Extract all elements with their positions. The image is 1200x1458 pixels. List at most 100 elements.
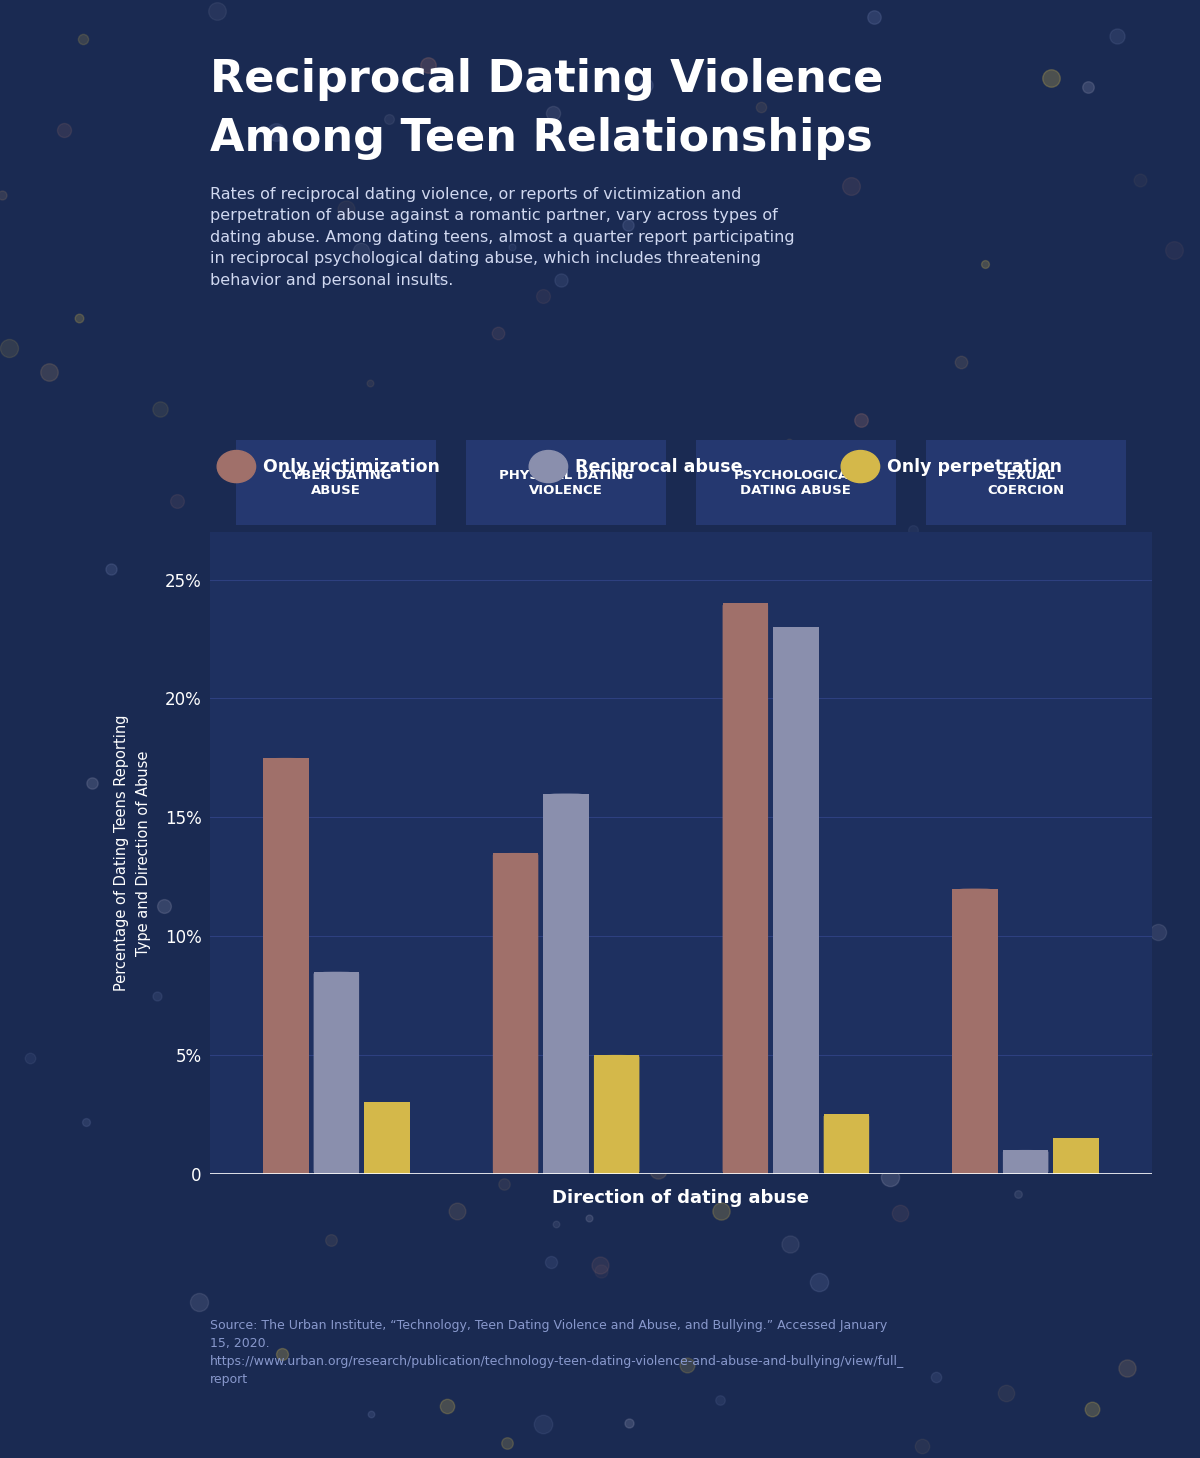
Y-axis label: Percentage of Dating Teens Reporting
Type and Direction of Abuse: Percentage of Dating Teens Reporting Typ… [114,714,151,991]
FancyBboxPatch shape [953,888,998,1174]
Point [528,1107,547,1130]
Text: PSYCHOLOGICAL
DATING ABUSE: PSYCHOLOGICAL DATING ABUSE [734,468,858,497]
Point [678,1353,697,1376]
Point [1130,168,1150,191]
Point [826,1050,845,1073]
FancyBboxPatch shape [823,1114,869,1174]
Point [488,908,508,932]
Point [502,235,521,258]
Point [379,106,398,130]
FancyBboxPatch shape [594,1056,640,1174]
Point [562,1026,581,1050]
Point [1108,25,1127,48]
Bar [773,627,818,1174]
Point [516,658,535,681]
Point [206,0,226,22]
Point [437,1394,456,1417]
Point [851,408,870,432]
Point [486,586,505,609]
FancyBboxPatch shape [263,758,308,1174]
Point [361,372,380,395]
Point [77,1111,96,1134]
Text: Only victimization: Only victimization [263,458,439,475]
Point [858,560,877,583]
Point [947,467,966,490]
Point [913,1435,932,1458]
Point [1000,666,1019,690]
Point [419,54,438,77]
Point [494,1172,514,1196]
Point [488,322,508,346]
Point [781,1232,800,1255]
Point [534,1413,553,1436]
Point [712,1200,731,1223]
Point [504,580,523,604]
Point [403,1146,422,1169]
Point [20,1047,40,1070]
Point [361,1403,380,1426]
Point [266,121,286,144]
Point [779,430,798,453]
Point [1117,1356,1136,1379]
Point [430,268,449,292]
Point [552,268,571,292]
Point [710,1388,730,1411]
Point [350,239,370,262]
Point [101,557,120,580]
Point [926,1366,946,1389]
Point [155,895,174,919]
Point [904,518,923,541]
Text: Direction of dating abuse: Direction of dating abuse [552,1190,810,1207]
Point [751,95,770,118]
Bar [313,971,359,1174]
Point [950,350,970,373]
Point [434,824,454,847]
Text: Rates of reciprocal dating violence, or reports of victimization and
perpetratio: Rates of reciprocal dating violence, or … [210,187,794,289]
Point [148,984,167,1007]
Text: Among Teen Relationships: Among Teen Relationships [210,117,872,159]
Point [924,888,943,911]
Point [841,174,860,197]
Bar [823,1114,869,1174]
Point [1081,802,1100,825]
Point [1008,1182,1027,1206]
FancyBboxPatch shape [313,971,359,1174]
Text: Only perpetration: Only perpetration [887,458,1062,475]
Point [448,1198,467,1222]
Point [150,398,169,421]
Point [636,73,655,96]
Point [190,1290,209,1314]
Point [580,1206,599,1229]
Point [367,919,386,942]
Text: PHYSICAL DATING
VIOLENCE: PHYSICAL DATING VIOLENCE [499,468,634,497]
FancyBboxPatch shape [1003,1150,1049,1174]
Point [648,1158,667,1181]
Point [805,1120,824,1143]
FancyBboxPatch shape [773,627,818,1174]
Point [976,252,995,276]
Point [881,1165,900,1188]
Point [563,1035,582,1059]
Point [1124,837,1144,860]
Point [546,1213,565,1236]
FancyBboxPatch shape [722,604,768,1174]
Text: Reciprocal Dating Violence: Reciprocal Dating Violence [210,58,883,101]
Point [272,1343,292,1366]
Point [1148,920,1168,943]
FancyBboxPatch shape [1054,1139,1099,1174]
Point [1078,74,1097,98]
Text: SEXUAL
COERCION: SEXUAL COERCION [988,468,1064,497]
Point [312,486,331,509]
Text: CYBER DATING
ABUSE: CYBER DATING ABUSE [282,468,391,497]
Bar [493,853,539,1174]
Point [336,197,355,220]
FancyBboxPatch shape [493,853,539,1174]
Bar [1054,1139,1099,1174]
Point [40,360,59,383]
Point [946,1044,965,1067]
Point [322,1229,341,1252]
Text: Reciprocal abuse: Reciprocal abuse [575,458,743,475]
Point [880,1094,899,1117]
Point [618,777,637,800]
Point [996,1381,1015,1404]
